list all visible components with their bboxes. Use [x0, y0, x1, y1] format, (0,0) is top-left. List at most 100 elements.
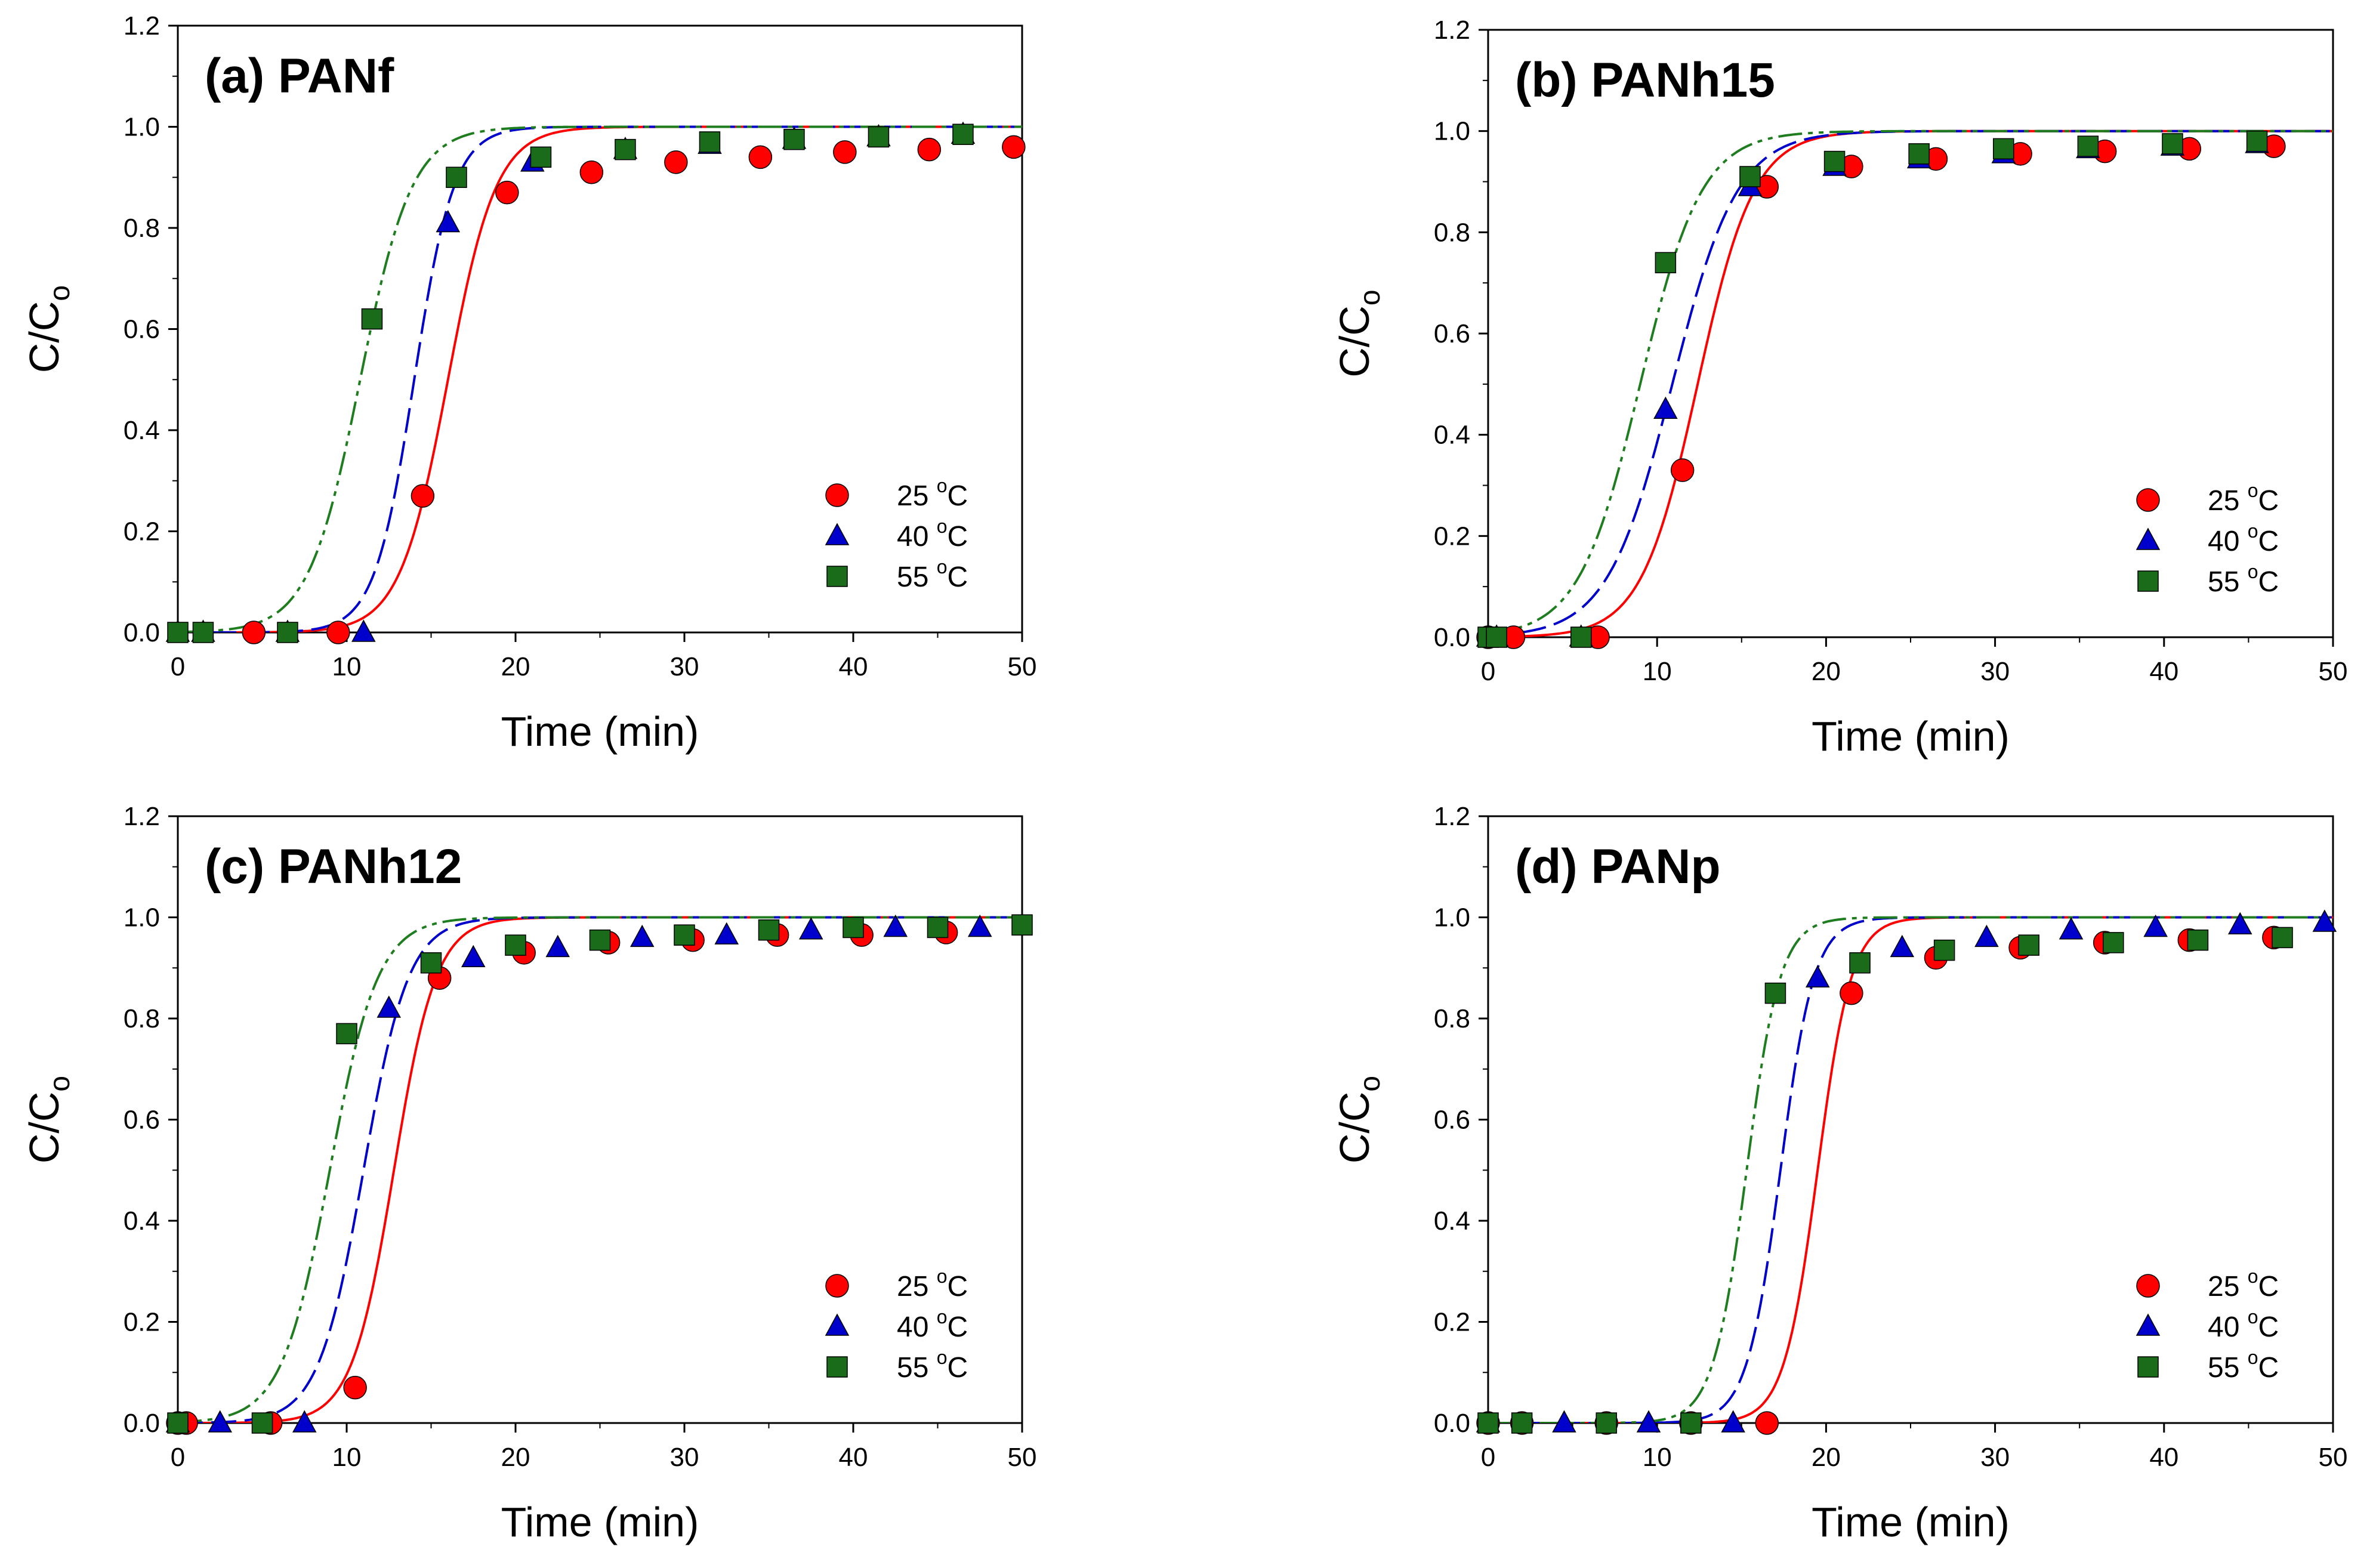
legend-label-55C: 55 oC — [2208, 1347, 2279, 1384]
data-point-55C — [699, 131, 721, 153]
x-tick-label: 40 — [839, 1443, 868, 1472]
data-point-55C — [1680, 1412, 1702, 1434]
y-tick-label: 0.6 — [124, 315, 160, 344]
data-point-40C — [1653, 396, 1678, 419]
data-point-55C — [192, 622, 214, 643]
data-point-55C — [1596, 1412, 1617, 1434]
data-point-40C — [2059, 917, 2084, 940]
x-tick-label: 40 — [2149, 657, 2178, 686]
panel-d: 0 10 20 30 40 50 0.0 0.2 0.4 0.6 0.8 1.0 1.2 Time (mi… — [1331, 802, 2347, 1545]
legend-label-degree: o — [2248, 561, 2258, 582]
legend-label-unit: C — [948, 561, 968, 593]
data-point-55C — [952, 124, 974, 145]
data-point-55C — [615, 138, 636, 160]
y-tick-label: 0.2 — [124, 517, 160, 547]
legend-label-55C: 55 oC — [897, 1347, 968, 1384]
y-tick-label: 1.0 — [1434, 903, 1470, 933]
data-point-55C — [167, 1412, 189, 1434]
y-axis-label-subscript: o — [1354, 1076, 1386, 1092]
fit-curves — [1488, 916, 2333, 1423]
legend-label-unit: C — [948, 1311, 968, 1343]
y-tick-label: 0.0 — [1434, 1409, 1470, 1438]
legend-marker-40C — [825, 1313, 850, 1336]
data-point-40C — [798, 917, 823, 940]
data-point-40C — [1974, 924, 1999, 947]
legend-label-degree: o — [2248, 480, 2258, 501]
y-tick-label: 0.4 — [1434, 421, 1470, 450]
data-point-40C — [377, 995, 402, 1018]
y-axis-label: C/Co — [21, 285, 76, 373]
y-tick-label: 0.8 — [1434, 1004, 1470, 1033]
legend-marker-40C — [825, 523, 850, 545]
data-point-25C — [343, 1375, 367, 1400]
data-point-55C — [868, 126, 890, 148]
panel-a: 0 10 20 30 40 50 0.0 0.2 0.4 0.6 0.8 1.0 1.2 Time (mi… — [21, 11, 1036, 755]
data-point-55C — [2162, 133, 2183, 155]
data-point-40C — [545, 934, 570, 958]
data-point-55C — [1764, 982, 1786, 1004]
x-tick-label: 50 — [2319, 1443, 2348, 1472]
data-point-40C — [208, 1410, 233, 1433]
data-point-40C — [436, 209, 461, 233]
data-point-55C — [1739, 166, 1761, 187]
data-point-55C — [843, 916, 864, 939]
x-tick-label: 0 — [1481, 657, 1495, 686]
data-point-25C — [579, 160, 604, 184]
data-point-55C — [1511, 1412, 1533, 1434]
y-tick-label: 0.4 — [124, 416, 160, 445]
data-point-40C — [2312, 909, 2337, 932]
legend-marker-40C — [2136, 1313, 2161, 1336]
data-point-55C — [1477, 1412, 1499, 1434]
x-tick-label: 40 — [839, 652, 868, 681]
x-tick-label: 20 — [1812, 657, 1841, 686]
legend-label-unit: C — [2258, 1271, 2279, 1302]
y-axis-label-main: C/C — [1331, 305, 1378, 378]
data-point-40C — [1552, 1410, 1576, 1433]
y-tick-label: 1.0 — [124, 903, 160, 933]
legend-marker-55C — [2137, 1356, 2159, 1378]
legend-label-unit: C — [2258, 485, 2279, 517]
y-axis-label: C/Co — [1331, 289, 1386, 377]
x-tick-label: 10 — [332, 652, 362, 681]
legend-label-55C: 55 oC — [2208, 561, 2279, 598]
y-tick-label: 0.6 — [124, 1106, 160, 1135]
data-point-55C — [251, 1412, 273, 1434]
panel-title: (a) PANf — [205, 49, 394, 103]
y-tick-label: 0.0 — [124, 1409, 160, 1438]
x-axis-label: Time (min) — [1812, 713, 2010, 760]
legend-label-degree: o — [937, 556, 948, 578]
data-point-55C — [1908, 143, 1930, 165]
data-point-55C — [2246, 130, 2268, 152]
panel-c: 0 10 20 30 40 50 0.0 0.2 0.4 0.6 0.8 1.0 1.2 Time (mi… — [21, 802, 1036, 1545]
legend-label-degree: o — [937, 1347, 948, 1368]
legend-marker-25C — [2136, 1274, 2160, 1298]
y-tick-label: 1.2 — [1434, 16, 1470, 45]
data-point-40C — [1636, 1410, 1661, 1433]
legend-label-degree: o — [937, 475, 948, 496]
x-tick-label: 50 — [1008, 652, 1037, 681]
x-tick-label: 10 — [1643, 657, 1672, 686]
fit-curves — [1488, 129, 2333, 637]
x-axis-label: Time (min) — [501, 1499, 699, 1545]
y-axis-label-subscript: o — [44, 285, 76, 301]
y-tick-label: 0.4 — [1434, 1206, 1470, 1236]
data-point-55C — [2187, 929, 2209, 951]
x-tick-label: 20 — [501, 652, 530, 681]
data-point-25C — [1755, 1411, 1779, 1435]
y-axis: 0.0 0.2 0.4 0.6 0.8 1.0 1.2 — [124, 802, 178, 1438]
legend-label-unit: C — [2258, 1311, 2279, 1343]
y-tick-label: 1.2 — [124, 11, 160, 41]
y-tick-label: 0.6 — [1434, 1106, 1470, 1135]
legend-label-number: 25 — [897, 480, 937, 512]
legend-label-number: 55 — [2208, 1352, 2248, 1384]
y-tick-label: 0.6 — [1434, 319, 1470, 348]
legend-label-number: 55 — [897, 561, 937, 593]
x-tick-label: 30 — [1980, 657, 2010, 686]
legend-label-unit: C — [948, 480, 968, 512]
data-point-55C — [783, 128, 805, 150]
y-tick-label: 0.8 — [1434, 218, 1470, 247]
